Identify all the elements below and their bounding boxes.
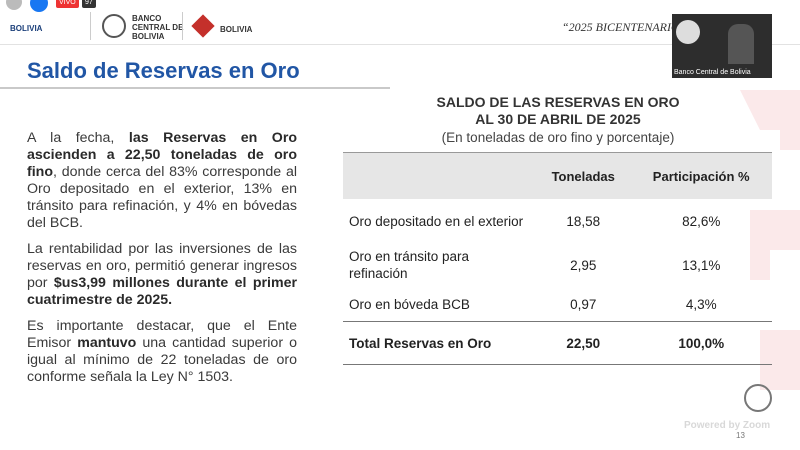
bold-text: mantuvo: [77, 335, 137, 351]
column-header: [343, 152, 537, 199]
bold-text: las Reservas en Oro ascienden a 22,50 to…: [27, 130, 298, 180]
decoration: [740, 90, 800, 390]
live-badge: VIVO: [56, 0, 79, 8]
cell: 2,95: [570, 257, 597, 273]
cell: 18,58: [566, 213, 601, 229]
video-tile[interactable]: [672, 14, 772, 78]
paragraph: La rentabilidad por las inversiones de l…: [27, 241, 297, 309]
table-subtitle: (En toneladas de oro fino y porcentaje): [441, 130, 675, 145]
text: La rentabilidad por las inversiones de l…: [27, 241, 297, 291]
table-title-line: AL 30 DE ABRIL DE 2025: [475, 111, 641, 127]
text: una cantidad superior o igual al mínimo …: [27, 335, 297, 385]
body-text: A la fecha, las Reservas en Oro asciende…: [27, 130, 297, 395]
close-icon[interactable]: [6, 0, 22, 10]
text: A la fecha,: [27, 130, 129, 146]
cell: 100,0%: [630, 321, 772, 365]
row: Oro depositado en el exterior 18,58 82,6%: [343, 199, 772, 243]
row-label: Total Reservas en Oro: [343, 321, 537, 365]
state-emblem: [191, 14, 215, 38]
bcb-seal: [744, 384, 772, 412]
header-row: Toneladas Participación %: [343, 152, 772, 199]
table-title: SALDO DE LAS RESERVAS EN ORO AL 30 DE AB…: [343, 94, 773, 128]
row-label: Oro depositado en el exterior: [349, 213, 524, 229]
title-rule: [0, 87, 390, 89]
column-header: Participación %: [630, 152, 772, 199]
table-title-line: SALDO DE LAS RESERVAS EN ORO: [436, 94, 680, 110]
logo-text: BOLIVIA: [10, 24, 43, 33]
paragraph: A la fecha, las Reservas en Oro asciende…: [27, 130, 297, 232]
cell: 4,3%: [685, 296, 717, 312]
slogan: “2025 BICENTENARIO: [562, 20, 680, 34]
paragraph: Es importante destacar, que el Ente Emis…: [27, 318, 297, 386]
video-label: Banco Central de Bolivia: [674, 69, 751, 76]
powered-by: Powered by Zoom: [684, 420, 771, 431]
total-row: Total Reservas en Oro 22,50 100,0%: [343, 321, 772, 365]
bcb-seal: [102, 14, 126, 38]
bold-text: $us3,99 millones durante el primer cuatr…: [27, 275, 297, 308]
separator: [182, 12, 183, 40]
row-label: Oro en tránsito para refinación: [349, 249, 470, 281]
row-label: Oro en bóveda BCB: [349, 296, 470, 312]
facebook-icon[interactable]: [30, 0, 48, 12]
top-bar: VIVO 97 BOLIVIA BANCO CENTRAL DE BOLIVIA…: [0, 0, 800, 45]
viewer-count: 97: [82, 0, 96, 8]
text: Es importante destacar, que el Ente Emis…: [27, 318, 297, 351]
row: Oro en tránsito para refinación 2,95 13,1%: [343, 243, 772, 287]
slide-title: Saldo de Reservas en Oro: [27, 58, 300, 83]
separator: [90, 12, 91, 40]
cell: 0,97: [570, 296, 597, 312]
speaker: [728, 24, 754, 64]
page-number: 13: [736, 431, 745, 440]
reserves-table: Toneladas Participación % Oro depositado e…: [343, 152, 772, 365]
logo-text: BANCO CENTRAL DE BOLIVIA: [132, 14, 184, 41]
cell: 22,50: [536, 321, 631, 365]
video-seal: [676, 20, 700, 44]
text: , donde cerca del 83% corresponde al Oro…: [27, 164, 297, 231]
cell: 13,1%: [682, 257, 721, 273]
row: Oro en bóveda BCB 0,97 4,3%: [343, 287, 772, 322]
logo-text: BOLIVIA: [220, 25, 253, 34]
cell: 82,6%: [682, 213, 721, 229]
column-header: Toneladas: [536, 152, 631, 199]
